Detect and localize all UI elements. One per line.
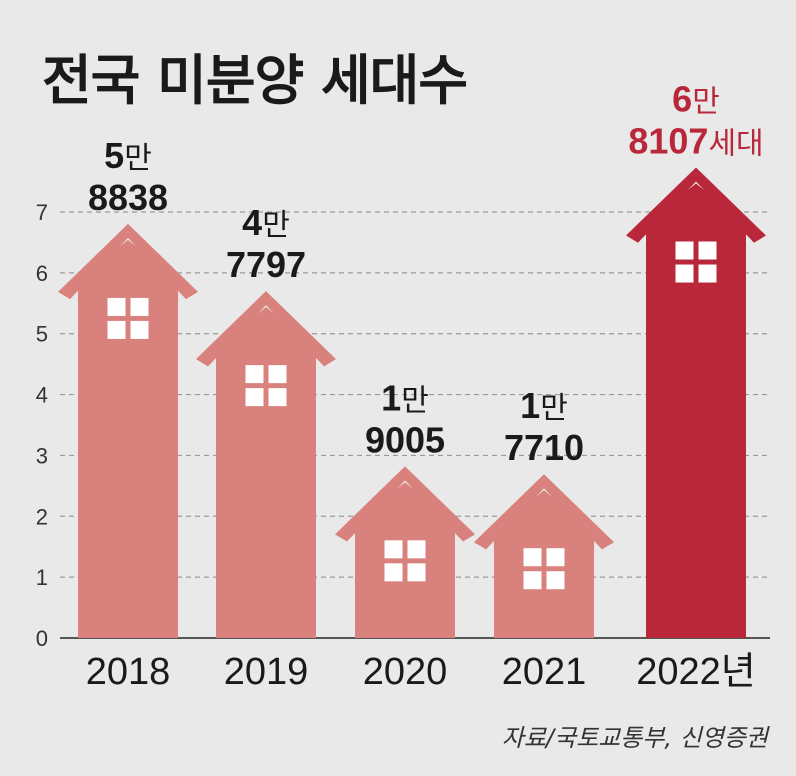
data-label-line2: 9005: [365, 419, 445, 460]
window-pane: [130, 320, 149, 339]
data-label-number: 9005: [365, 419, 445, 460]
y-tick-label: 2: [36, 504, 48, 529]
window-pane: [675, 264, 694, 283]
house-roof: [58, 223, 198, 300]
window-pane: [407, 563, 426, 582]
data-label-line2: 8838: [88, 177, 168, 218]
house-roof: [474, 474, 614, 550]
data-label-number: 8107: [628, 121, 708, 162]
data-label-number: 8838: [88, 177, 168, 218]
house-body: [355, 482, 455, 638]
chart-title: 전국 미분양 세대수: [42, 49, 468, 112]
house-body: [646, 183, 746, 638]
house-bar: [474, 474, 614, 638]
data-label-number: 7710: [504, 427, 584, 468]
house-roof: [335, 466, 475, 542]
window-pane: [130, 297, 149, 316]
data-label-unit: 만: [540, 392, 568, 425]
window-pane: [523, 571, 542, 590]
y-tick-label: 5: [36, 322, 48, 347]
y-tick-label: 1: [36, 565, 48, 590]
x-tick-label: 2022년: [636, 651, 756, 693]
x-tick-label: 2021: [502, 651, 587, 693]
x-tick-label: 2020: [363, 651, 448, 693]
data-label-line1: 1만: [520, 385, 568, 426]
data-label-number: 4: [242, 202, 262, 243]
data-label-unit: 세대: [708, 128, 763, 161]
x-tick-label: 2018: [86, 651, 171, 693]
window-pane: [245, 388, 264, 407]
window-pane: [546, 571, 565, 590]
house-body: [78, 239, 178, 638]
data-label-line2: 7710: [504, 427, 584, 468]
data-label-line1: 1만: [381, 377, 429, 418]
data-label-number: 5: [104, 135, 124, 176]
y-tick-label: 4: [36, 383, 48, 408]
x-axis-labels: 2018 2019 2020 2021 2022년: [86, 651, 756, 693]
y-tick-label: 7: [36, 200, 48, 225]
data-label-number: 1: [520, 385, 540, 426]
y-tick-label: 0: [36, 626, 48, 651]
house-body: [216, 307, 316, 638]
window-pane: [107, 320, 126, 339]
window-pane: [675, 241, 694, 260]
data-label-line1: 5만: [104, 135, 152, 176]
window-pane: [268, 388, 287, 407]
house-body: [494, 490, 594, 638]
data-label-line1: 6만: [672, 79, 720, 120]
x-tick-label: 2019: [224, 651, 309, 693]
window-pane: [698, 264, 717, 283]
bars: [58, 167, 766, 638]
window-pane: [698, 241, 717, 260]
data-label-unit: 만: [692, 86, 720, 119]
data-label-unit: 만: [401, 384, 429, 417]
source-note: 자료/국토교통부, 신영증권: [501, 724, 768, 752]
data-label-line2: 8107세대: [628, 121, 763, 162]
y-tick-label: 3: [36, 443, 48, 468]
data-label-number: 1: [381, 377, 401, 418]
data-label-unit: 만: [124, 142, 152, 175]
data-label-number: 7797: [226, 244, 306, 285]
window-pane: [107, 297, 126, 316]
y-axis-ticks: 0 1 2 3 4 5 6 7: [36, 200, 48, 651]
data-label-line1: 4만: [242, 202, 290, 243]
y-tick-label: 6: [36, 261, 48, 286]
window-pane: [245, 365, 264, 384]
house-bar: [335, 466, 475, 638]
data-label-line2: 7797: [226, 244, 306, 285]
data-label-unit: 만: [262, 209, 290, 242]
window-pane: [384, 540, 403, 559]
house-roof: [196, 291, 336, 367]
window-pane: [268, 365, 287, 384]
house-bar: [196, 291, 336, 638]
data-label-number: 6: [672, 79, 692, 120]
window-pane: [523, 548, 542, 567]
house-bar: [58, 223, 198, 638]
window-pane: [384, 563, 403, 582]
window-pane: [407, 540, 426, 559]
house-bar: [626, 167, 766, 638]
house-roof: [626, 167, 766, 243]
window-pane: [546, 548, 565, 567]
